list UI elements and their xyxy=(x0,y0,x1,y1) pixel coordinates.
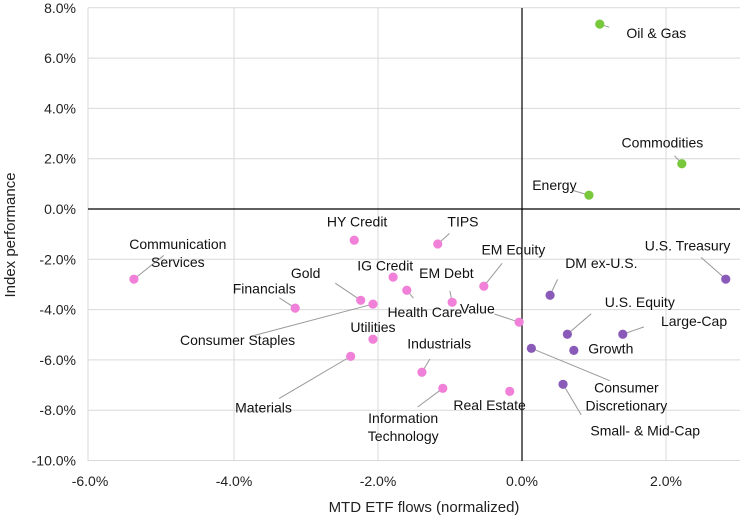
point-utilities xyxy=(368,334,378,344)
point-u-s-equity xyxy=(562,329,572,339)
leader-consumer-discretionary xyxy=(531,347,610,382)
x-tick-label: -2.0% xyxy=(360,473,397,489)
y-tick-label: 4.0% xyxy=(44,100,76,116)
point-communication-services xyxy=(129,274,139,284)
leader-lines xyxy=(133,23,727,416)
leader-materials xyxy=(278,355,351,400)
x-tick-label: -4.0% xyxy=(216,473,253,489)
data-labels: Oil & Gas Commodities Energy U.S. Treasury D… xyxy=(129,25,730,444)
point-dm-ex-u-s xyxy=(545,290,555,300)
y-axis-title: Index performance xyxy=(2,172,19,297)
leader-gold xyxy=(335,282,361,301)
label-em-equity: EM Equity xyxy=(481,241,545,257)
label-large-cap: Large-Cap xyxy=(661,313,727,329)
x-tick-label: -6.0% xyxy=(72,473,109,489)
leader-information-technology xyxy=(417,387,444,408)
y-tick-label: 0.0% xyxy=(44,201,76,217)
label-dm-ex-u-s: DM ex-U.S. xyxy=(565,255,637,271)
label-energy: Energy xyxy=(532,177,576,193)
label-u-s-equity: U.S. Equity xyxy=(605,294,675,310)
leader-consumer-staples xyxy=(254,303,374,336)
label-gold: Gold xyxy=(291,265,321,281)
leader-u-s-treasury xyxy=(700,257,727,280)
label-oil-gas: Oil & Gas xyxy=(626,25,686,41)
point-health-care xyxy=(402,285,412,295)
point-gold xyxy=(356,295,366,305)
x-tick-label: 0.0% xyxy=(506,473,538,489)
point-growth xyxy=(569,345,579,355)
y-tick-label: 6.0% xyxy=(44,50,76,66)
leader-communication-services xyxy=(133,255,165,280)
point-commodities xyxy=(677,159,687,169)
label-ig-credit: IG Credit xyxy=(357,258,413,274)
point-em-equity xyxy=(479,281,489,291)
point-u-s-treasury xyxy=(721,274,731,284)
label-real-estate: Real Estate xyxy=(453,397,526,413)
data-points xyxy=(129,19,731,396)
y-tick-label: -4.0% xyxy=(39,302,76,318)
label-em-debt: EM Debt xyxy=(419,265,474,281)
y-tick-label: -6.0% xyxy=(39,352,76,368)
label-information-technology: Information Technology xyxy=(368,410,439,444)
label-consumer-staples: Consumer Staples xyxy=(180,332,295,348)
point-tips xyxy=(433,239,443,249)
label-commodities: Commodities xyxy=(622,134,704,150)
gridlines xyxy=(87,7,740,461)
y-tick-label: -10.0% xyxy=(32,453,76,469)
label-value: Value xyxy=(460,300,495,316)
axis-ticks: 8.0% 6.0% 4.0% 2.0% 0.0% -2.0% -4.0% -6.0% -8.0%… xyxy=(32,0,682,489)
y-tick-label: 2.0% xyxy=(44,151,76,167)
point-real-estate xyxy=(505,386,515,396)
label-materials: Materials xyxy=(235,400,292,416)
point-large-cap xyxy=(618,329,628,339)
label-communication-services: Communication Services xyxy=(129,236,226,270)
x-tick-label: 2.0% xyxy=(650,473,682,489)
label-industrials: Industrials xyxy=(407,336,471,352)
point-small-mid-cap xyxy=(558,379,568,389)
y-tick-label: 8.0% xyxy=(44,0,76,16)
point-ig-credit xyxy=(388,272,398,282)
point-materials xyxy=(346,351,356,361)
point-financials xyxy=(290,303,300,313)
point-hy-credit xyxy=(349,235,359,245)
label-u-s-treasury: U.S. Treasury xyxy=(645,237,731,253)
label-growth: Growth xyxy=(588,341,633,357)
x-axis-title: MTD ETF flows (normalized) xyxy=(329,499,520,516)
leader-em-equity xyxy=(483,263,503,287)
point-value xyxy=(514,317,524,327)
y-tick-label: -2.0% xyxy=(39,251,76,267)
point-energy xyxy=(584,190,594,200)
label-health-care: Health Care xyxy=(387,304,462,320)
leader-u-s-equity xyxy=(567,313,592,335)
label-tips: TIPS xyxy=(447,214,478,230)
point-consumer-staples xyxy=(368,299,378,309)
point-information-technology xyxy=(438,383,448,393)
label-financials: Financials xyxy=(233,280,296,296)
point-industrials xyxy=(417,367,427,377)
label-hy-credit: HY Credit xyxy=(327,214,388,230)
point-consumer-discretionary xyxy=(526,343,536,353)
label-consumer-discretionary: Consumer Discretionary xyxy=(586,380,668,414)
label-small-mid-cap: Small- & Mid-Cap xyxy=(590,422,700,438)
leader-small-mid-cap xyxy=(562,384,582,416)
point-em-debt xyxy=(447,297,457,307)
point-oil-gas xyxy=(595,19,605,29)
y-tick-label: -8.0% xyxy=(39,402,76,418)
label-utilities: Utilities xyxy=(350,319,395,335)
